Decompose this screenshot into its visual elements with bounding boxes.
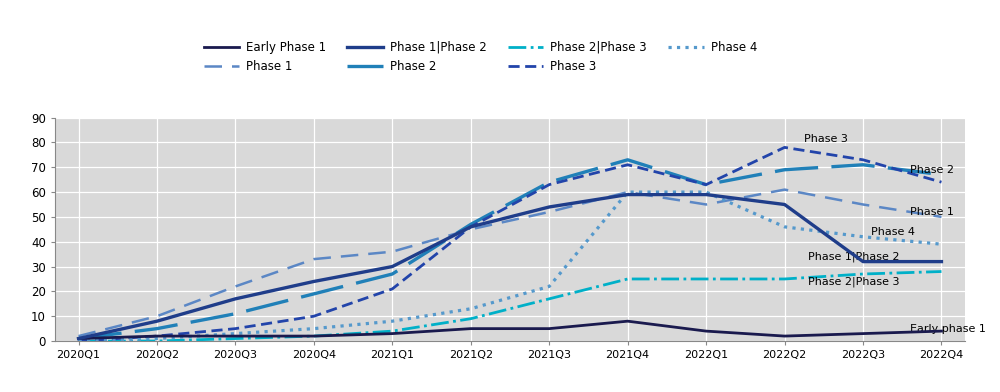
- Text: Phase 1: Phase 1: [910, 207, 954, 217]
- Text: Phase 4: Phase 4: [871, 227, 915, 237]
- Text: Phase 3: Phase 3: [804, 134, 848, 144]
- Text: Phase 2|Phase 3: Phase 2|Phase 3: [808, 276, 900, 287]
- Legend: Early Phase 1, Phase 1, Phase 1|Phase 2, Phase 2, Phase 2|Phase 3, Phase 3, Phas: Early Phase 1, Phase 1, Phase 1|Phase 2,…: [198, 35, 763, 79]
- Text: Phase 2: Phase 2: [910, 165, 954, 175]
- Text: Phase 1|Phase 2: Phase 1|Phase 2: [808, 251, 900, 262]
- Text: Early phase 1: Early phase 1: [910, 324, 986, 334]
